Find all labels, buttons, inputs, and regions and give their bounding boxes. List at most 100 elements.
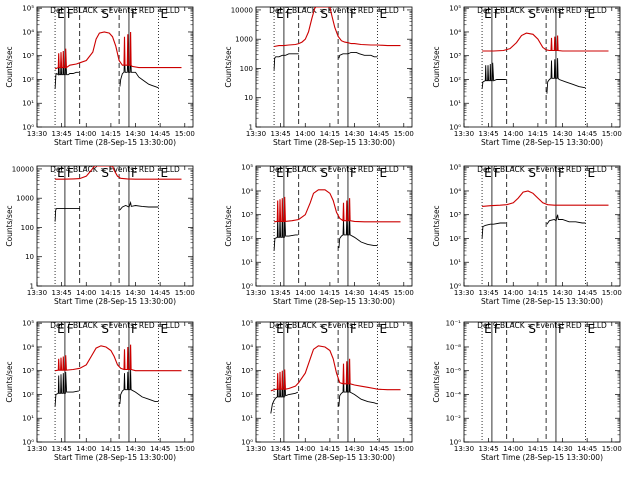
y-tick-label: 10²	[241, 235, 253, 243]
x-tick-label: 13:30	[246, 289, 266, 297]
x-tick-label: 14:15	[528, 130, 548, 138]
x-tick-label: 13:45	[271, 289, 291, 297]
x-tick-label: 13:45	[52, 445, 72, 453]
events-series-line	[546, 58, 586, 94]
phase-marker-E: E	[380, 166, 388, 180]
y-tick-label: 10	[25, 253, 34, 261]
y-tick-label: 1	[30, 283, 34, 291]
x-tick-label: 15:00	[394, 289, 414, 297]
plot-frame	[255, 165, 413, 287]
panel-title: Det 7 BLACK = Events, RED = LLD	[50, 321, 180, 330]
x-tick-label: 14:30	[344, 445, 364, 453]
x-tick-label: 13:45	[271, 445, 291, 453]
panel-det-5: Det 5 BLACK = Events, RED = LLD Counts/se…	[224, 164, 414, 306]
y-tick-label: 10⁰	[22, 124, 34, 132]
y-tick-label: 10	[244, 94, 253, 102]
y-tick-label: 10000	[231, 6, 253, 14]
y-tick-label: 10¹	[449, 100, 461, 108]
y-tick-label: 10⁰	[449, 283, 461, 291]
events-series-line	[481, 222, 506, 239]
y-axis-label: Counts/sec	[432, 46, 441, 87]
lld-series-line	[274, 189, 401, 223]
phase-marker-F: F	[558, 322, 565, 336]
x-tick-label: 14:15	[101, 130, 121, 138]
x-axis-label: Start Time (28-Sep-15 13:30:00)	[273, 453, 395, 462]
lld-series-line	[55, 344, 182, 372]
y-tick-label: 10⁻⁶	[446, 367, 462, 375]
phase-marker-F: F	[494, 7, 501, 21]
x-tick-label: 13:30	[27, 445, 47, 453]
panel-det-7: Det 7 BLACK = Events, RED = LLD Counts/se…	[5, 320, 195, 462]
x-axis-label: Start Time (28-Sep-15 13:30:00)	[273, 138, 395, 147]
phase-marker-E: E	[57, 322, 65, 336]
phase-marker-F: F	[286, 7, 293, 21]
panel-title: Det 6 BLACK = Events, RED = LLD	[477, 165, 607, 174]
phase-marker-E: E	[161, 166, 169, 180]
series-group	[481, 190, 609, 239]
y-tick-label: 10¹	[22, 415, 34, 423]
y-tick-label: 10¹	[241, 259, 253, 267]
y-axis-label: Counts/sec	[432, 205, 441, 246]
x-tick-label: 14:45	[577, 445, 597, 453]
events-series-line	[273, 53, 299, 70]
phase-marker-E: E	[57, 166, 65, 180]
phase-marker-F: F	[67, 322, 74, 336]
y-tick-label: 10⁵	[22, 5, 34, 13]
panel-det-1: Det 1 BLACK = Events, RED = LLD Counts/se…	[5, 5, 195, 147]
x-axis-label: Start Time (28-Sep-15 13:30:00)	[481, 138, 603, 147]
y-tick-label: 10⁴	[449, 187, 461, 195]
y-tick-label: 10⁻¹	[446, 320, 462, 328]
phase-marker-S: S	[528, 7, 536, 21]
x-tick-label: 13:30	[27, 130, 47, 138]
panel-det-9: Det 9 BLACK = Events, RED = LLD Counts/se…	[432, 320, 622, 462]
y-tick-label: 1000	[16, 195, 34, 203]
panel-det-6: Det 6 BLACK = Events, RED = LLD Counts/se…	[432, 164, 622, 306]
y-tick-label: 10¹	[449, 259, 461, 267]
phase-marker-F: F	[67, 7, 74, 21]
x-axis-label: Start Time (28-Sep-15 13:30:00)	[54, 138, 176, 147]
lld-series-line	[482, 190, 609, 207]
x-tick-label: 14:15	[101, 445, 121, 453]
phase-marker-F: F	[67, 166, 74, 180]
x-tick-label: 14:00	[76, 445, 96, 453]
series-group	[273, 189, 401, 251]
events-series-line	[119, 54, 159, 89]
y-tick-label: 10⁻²	[446, 415, 462, 423]
phase-marker-S: S	[320, 166, 328, 180]
y-tick-label: 10⁰	[22, 439, 34, 447]
series-group	[54, 344, 182, 407]
y-tick-label: 10⁴	[241, 187, 253, 195]
x-tick-label: 13:45	[271, 130, 291, 138]
phase-marker-S: S	[320, 7, 328, 21]
x-tick-label: 14:30	[552, 130, 572, 138]
x-tick-label: 14:30	[125, 289, 145, 297]
y-tick-label: 10²	[22, 391, 34, 399]
y-tick-label: 1000	[235, 36, 253, 44]
y-tick-label: 10⁵	[449, 164, 461, 172]
y-axis-label: Counts/sec	[224, 205, 233, 246]
y-axis-label: Counts/sec	[5, 46, 14, 87]
x-tick-label: 13:45	[479, 289, 499, 297]
y-tick-label: 10²	[449, 76, 461, 84]
phase-marker-S: S	[528, 322, 536, 336]
y-tick-label: 10²	[22, 76, 34, 84]
x-tick-label: 13:30	[454, 289, 474, 297]
panel-title: Det 5 BLACK = Events, RED = LLD	[269, 165, 399, 174]
phase-marker-S: S	[101, 322, 109, 336]
x-tick-label: 14:45	[150, 130, 170, 138]
phase-marker-E: E	[484, 166, 492, 180]
events-series-line	[54, 371, 79, 407]
x-tick-label: 14:15	[320, 289, 340, 297]
x-tick-label: 14:30	[552, 445, 572, 453]
x-axis-label: Start Time (28-Sep-15 13:30:00)	[54, 453, 176, 462]
plot-frame	[36, 165, 194, 287]
phase-marker-E: E	[380, 7, 388, 21]
x-tick-label: 13:45	[52, 289, 72, 297]
x-axis-label: Start Time (28-Sep-15 13:30:00)	[54, 297, 176, 306]
x-tick-label: 14:00	[295, 445, 315, 453]
phase-marker-E: E	[588, 7, 596, 21]
events-series-line	[119, 200, 159, 211]
panel-det-3: Det 3 BLACK = Events, RED = LLD Counts/se…	[432, 5, 622, 147]
y-tick-label: 10⁴	[449, 28, 461, 36]
